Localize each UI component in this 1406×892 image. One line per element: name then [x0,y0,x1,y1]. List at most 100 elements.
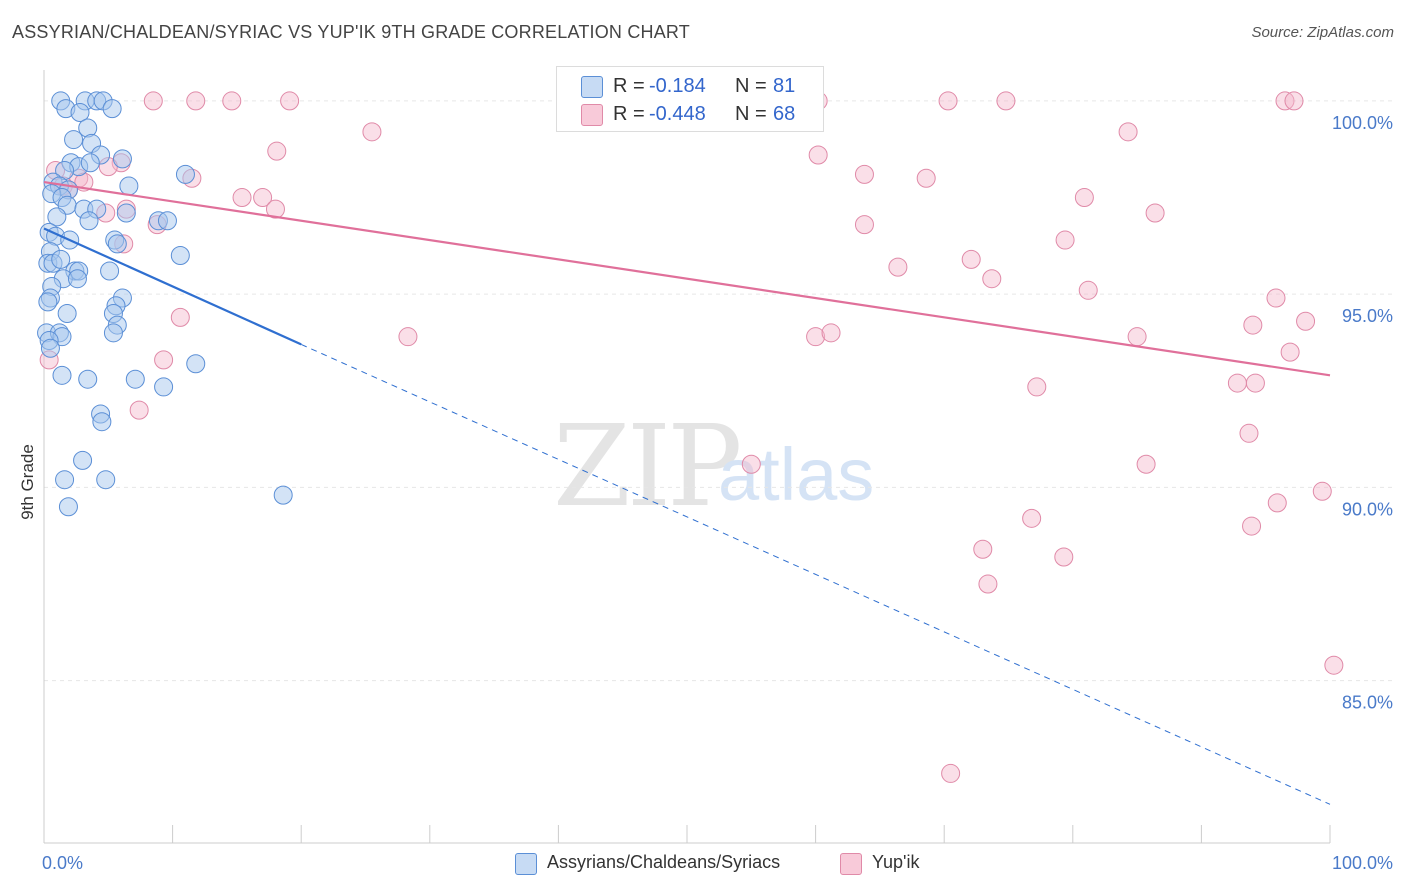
data-point-assyrian [102,99,122,119]
data-point-yupik [854,215,874,235]
data-point-assyrian [186,354,206,374]
data-point-yupik [186,91,206,111]
legend-n-value: 68 [773,103,796,125]
data-point-assyrian [40,338,60,358]
data-point-assyrian [51,249,71,269]
grid-lines [44,100,1392,682]
legend-swatch-assyrian [581,76,603,98]
data-point-yupik [821,323,841,343]
data-point-yupik [741,454,761,474]
legend-r-label: R = [613,75,645,97]
data-point-assyrian [125,369,145,389]
data-point-assyrian [112,149,132,169]
data-point-yupik [978,574,998,594]
data-point-yupik [129,400,149,420]
axes [43,70,1331,844]
data-point-yupik [1267,493,1287,513]
data-point-assyrian [92,412,112,432]
data-point-assyrian [55,470,75,490]
legend-row-assyrian: R = -0.184 N = 81 [557,73,823,101]
data-point-yupik [1227,373,1247,393]
data-point-assyrian [119,176,139,196]
data-point-yupik [1266,288,1286,308]
data-point-yupik [1074,188,1094,208]
x-tick-label: 100.0% [1332,853,1393,873]
data-point-assyrian [157,211,177,231]
data-point-assyrian [170,246,190,266]
data-point-yupik [808,145,828,165]
data-point-yupik [253,188,273,208]
points-assyrian [37,91,293,517]
data-point-yupik [1127,327,1147,347]
data-point-assyrian [175,164,195,184]
chart-title: ASSYRIAN/CHALDEAN/SYRIAC VS YUP'IK 9TH G… [12,22,690,42]
data-point-yupik [806,327,826,347]
data-point-assyrian [57,303,77,323]
data-point-yupik [398,327,418,347]
source-label: Source: ZipAtlas.com [1251,24,1394,41]
legend-swatch-yupik [581,104,603,126]
data-point-yupik [222,91,242,111]
legend-r-value: -0.184 [649,75,706,97]
data-point-yupik [973,539,993,559]
data-point-yupik [280,91,300,111]
data-point-assyrian [79,211,99,231]
data-point-yupik [154,350,174,370]
data-point-yupik [170,307,190,327]
data-point-yupik [888,257,908,277]
data-point-assyrian [116,203,136,223]
data-point-yupik [1136,454,1156,474]
legend-n-label: N = [735,103,767,125]
trend-line-assyrian-extension [300,343,1331,805]
data-point-yupik [982,269,1002,289]
data-point-yupik [1280,342,1300,362]
data-point-yupik [1078,280,1098,300]
data-point-yupik [143,91,163,111]
tick-labels: 100.0% 95.0% 90.0% 85.0% 0.0% 100.0% [42,113,1393,873]
data-point-yupik [1324,655,1344,675]
data-point-assyrian [73,450,93,470]
data-point-assyrian [58,497,78,517]
data-point-yupik [1284,91,1304,111]
data-point-assyrian [67,269,87,289]
x-tick-label: 0.0% [42,853,83,873]
data-point-yupik [1118,122,1138,142]
data-point-yupik [941,763,961,783]
watermark-atlas: atlas [718,433,875,516]
legend-box: R = -0.184 N = 81 R = -0.448 N = 68 [556,66,824,132]
legend-n-label: N = [735,75,767,97]
points-yupik [39,91,1344,783]
data-point-assyrian [107,234,127,254]
legend-r-label: R = [613,103,645,125]
data-point-yupik [1022,508,1042,528]
bottom-legend-label-assyrian: Assyrians/Chaldeans/Syriacs [547,852,781,872]
y-tick-label: 90.0% [1342,499,1393,519]
trend-line-yupik [43,180,1331,377]
data-point-assyrian [80,153,100,173]
data-point-assyrian [78,369,98,389]
data-point-yupik [1145,203,1165,223]
data-point-assyrian [52,365,72,385]
data-point-yupik [916,168,936,188]
bottom-legend-swatch-yupik [840,853,862,875]
trend-line-assyrian [43,227,302,346]
y-axis-label: 9th Grade [18,444,37,520]
data-point-yupik [1055,230,1075,250]
data-point-assyrian [96,470,116,490]
data-point-yupik [265,199,285,219]
data-point-assyrian [38,292,58,312]
data-point-yupik [1296,311,1316,331]
data-point-yupik [1243,315,1263,335]
data-point-yupik [1245,373,1265,393]
data-point-yupik [232,188,252,208]
data-point-assyrian [103,323,123,343]
data-point-assyrian [64,130,84,150]
data-point-yupik [854,164,874,184]
data-point-yupik [1239,423,1259,443]
y-tick-label: 85.0% [1342,693,1393,713]
y-tick-label: 100.0% [1332,113,1393,133]
data-point-yupik [1242,516,1262,536]
data-point-yupik [1054,547,1074,567]
data-point-assyrian [273,485,293,505]
data-point-assyrian [154,377,174,397]
